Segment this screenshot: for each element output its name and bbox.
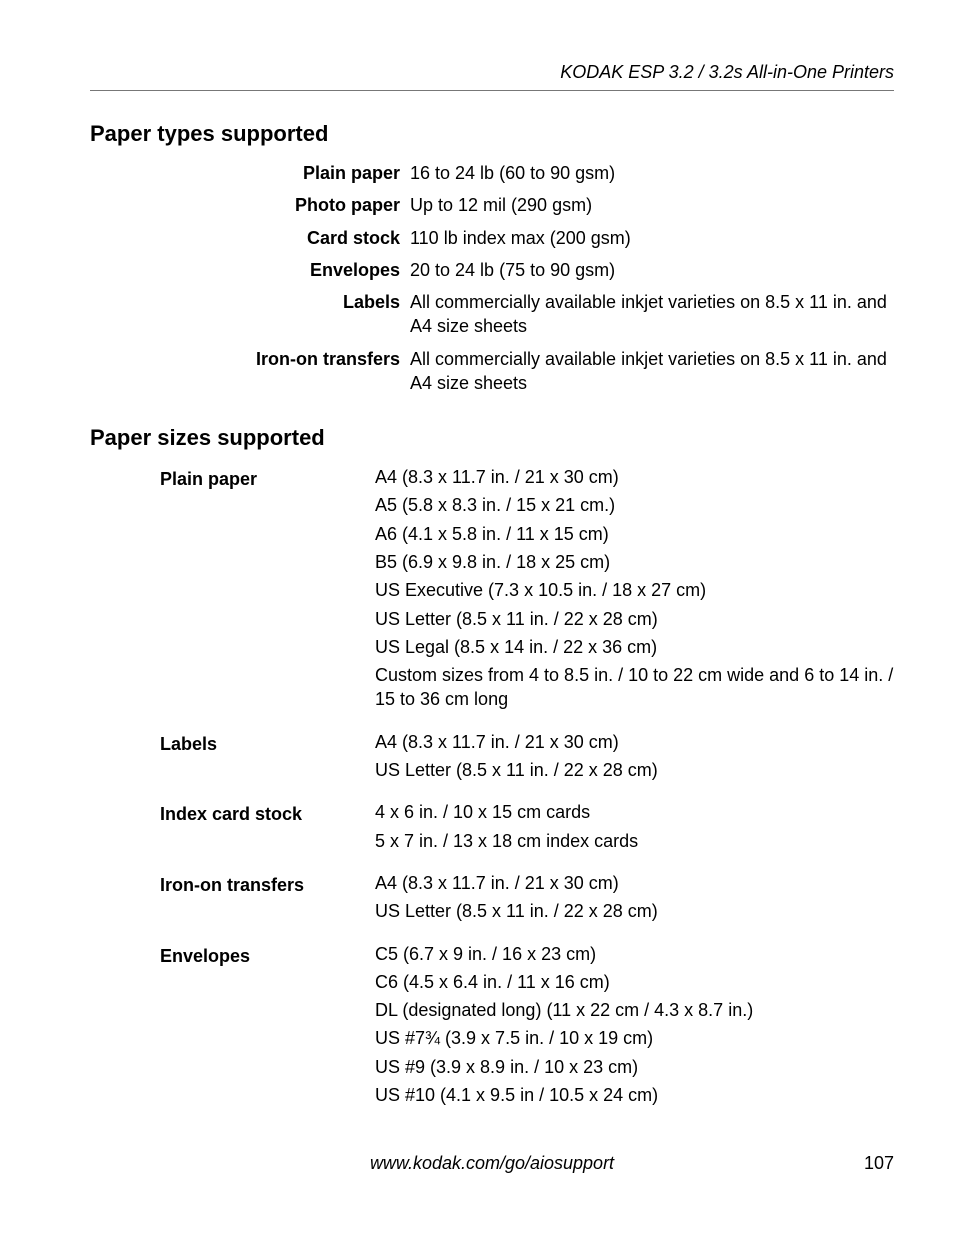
size-values: A4 (8.3 x 11.7 in. / 21 x 30 cm) US Lett… xyxy=(375,871,894,928)
size-value-line: DL (designated long) (11 x 22 cm / 4.3 x… xyxy=(375,998,894,1022)
size-value-line: US #7¾ (3.9 x 7.5 in. / 10 x 19 cm) xyxy=(375,1026,894,1050)
size-value-line: Custom sizes from 4 to 8.5 in. / 10 to 2… xyxy=(375,663,894,712)
size-value-line: US #10 (4.1 x 9.5 in / 10.5 x 24 cm) xyxy=(375,1083,894,1107)
size-value-line: C6 (4.5 x 6.4 in. / 11 x 16 cm) xyxy=(375,970,894,994)
size-value-line: A6 (4.1 x 5.8 in. / 11 x 15 cm) xyxy=(375,522,894,546)
size-label: Plain paper xyxy=(160,465,375,716)
paper-types-table: Plain paper 16 to 24 lb (60 to 90 gsm) P… xyxy=(90,161,894,395)
size-label: Envelopes xyxy=(160,942,375,1112)
page-footer: www.kodak.com/go/aiosupport 107 xyxy=(90,1151,894,1175)
size-value-line: US #9 (3.9 x 8.9 in. / 10 x 23 cm) xyxy=(375,1055,894,1079)
size-label: Iron-on transfers xyxy=(160,871,375,928)
size-value-line: A5 (5.8 x 8.3 in. / 15 x 21 cm.) xyxy=(375,493,894,517)
size-value-line: US Letter (8.5 x 11 in. / 22 x 28 cm) xyxy=(375,758,894,782)
type-label: Card stock xyxy=(90,226,400,250)
row-gap xyxy=(160,790,894,796)
size-value-line: 5 x 7 in. / 13 x 18 cm index cards xyxy=(375,829,894,853)
type-value: 16 to 24 lb (60 to 90 gsm) xyxy=(410,161,894,185)
size-values: A4 (8.3 x 11.7 in. / 21 x 30 cm) A5 (5.8… xyxy=(375,465,894,716)
type-label: Photo paper xyxy=(90,193,400,217)
size-value-line: US Executive (7.3 x 10.5 in. / 18 x 27 c… xyxy=(375,578,894,602)
size-value-line: A4 (8.3 x 11.7 in. / 21 x 30 cm) xyxy=(375,465,894,489)
row-gap xyxy=(160,932,894,938)
size-value-line: US Letter (8.5 x 11 in. / 22 x 28 cm) xyxy=(375,899,894,923)
type-value: All commercially available inkjet variet… xyxy=(410,290,894,339)
footer-url: www.kodak.com/go/aiosupport xyxy=(370,1153,614,1173)
type-label: Plain paper xyxy=(90,161,400,185)
size-label: Index card stock xyxy=(160,800,375,857)
size-value-line: US Legal (8.5 x 14 in. / 22 x 36 cm) xyxy=(375,635,894,659)
type-label: Envelopes xyxy=(90,258,400,282)
page: KODAK ESP 3.2 / 3.2s All-in-One Printers… xyxy=(0,0,954,1235)
size-value-line: US Letter (8.5 x 11 in. / 22 x 28 cm) xyxy=(375,607,894,631)
size-values: 4 x 6 in. / 10 x 15 cm cards 5 x 7 in. /… xyxy=(375,800,894,857)
row-gap xyxy=(160,861,894,867)
type-label: Labels xyxy=(90,290,400,339)
size-value-line: A4 (8.3 x 11.7 in. / 21 x 30 cm) xyxy=(375,730,894,754)
paper-sizes-table: Plain paper A4 (8.3 x 11.7 in. / 21 x 30… xyxy=(160,465,894,1111)
row-gap xyxy=(160,720,894,726)
size-value-line: B5 (6.9 x 9.8 in. / 18 x 25 cm) xyxy=(375,550,894,574)
page-header-title: KODAK ESP 3.2 / 3.2s All-in-One Printers xyxy=(90,60,894,91)
size-values: C5 (6.7 x 9 in. / 16 x 23 cm) C6 (4.5 x … xyxy=(375,942,894,1112)
size-value-line: 4 x 6 in. / 10 x 15 cm cards xyxy=(375,800,894,824)
size-value-line: A4 (8.3 x 11.7 in. / 21 x 30 cm) xyxy=(375,871,894,895)
type-value: All commercially available inkjet variet… xyxy=(410,347,894,396)
type-label: Iron-on transfers xyxy=(90,347,400,396)
type-value: 20 to 24 lb (75 to 90 gsm) xyxy=(410,258,894,282)
size-values: A4 (8.3 x 11.7 in. / 21 x 30 cm) US Lett… xyxy=(375,730,894,787)
type-value: Up to 12 mil (290 gsm) xyxy=(410,193,894,217)
size-label: Labels xyxy=(160,730,375,787)
section-heading-paper-sizes: Paper sizes supported xyxy=(90,423,894,453)
section-heading-paper-types: Paper types supported xyxy=(90,119,894,149)
type-value: 110 lb index max (200 gsm) xyxy=(410,226,894,250)
size-value-line: C5 (6.7 x 9 in. / 16 x 23 cm) xyxy=(375,942,894,966)
page-number: 107 xyxy=(864,1151,894,1175)
